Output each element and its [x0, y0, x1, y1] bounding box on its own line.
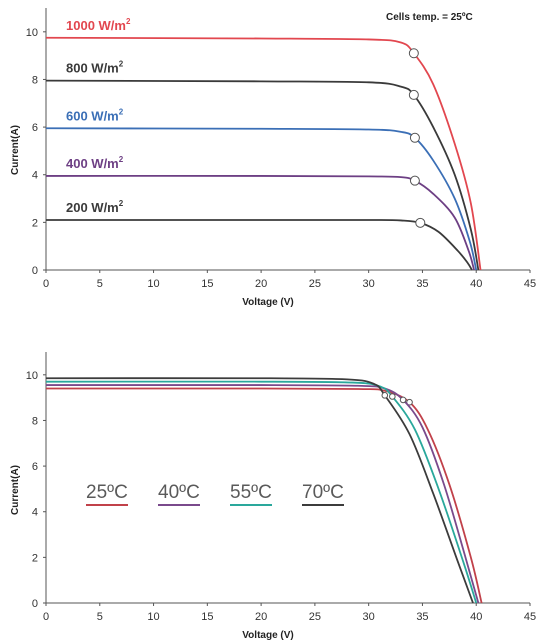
x-tick-label: 25: [309, 611, 321, 623]
series-line: [45, 387, 483, 604]
y-axis-title: Current(A): [10, 465, 21, 515]
y-tick-label: 0: [32, 598, 38, 610]
mpp-marker: [408, 48, 419, 59]
series-line: [45, 174, 475, 271]
irradiance-chart: Cells temp. = 25ºC Current(A) Voltage (V…: [10, 8, 536, 308]
cells-temp-annotation: Cells temp. = 25ºC: [386, 12, 473, 23]
series-line: [45, 79, 480, 271]
mpp-marker: [409, 175, 420, 186]
x-tick-label: 40: [470, 611, 482, 623]
mpp-marker: [381, 392, 389, 399]
x-tick-label: 45: [524, 278, 536, 290]
series-line: [45, 380, 478, 604]
series-label: 1000 W/m2: [66, 17, 131, 33]
x-tick-label: 20: [255, 278, 267, 290]
x-tick-label: 25: [309, 278, 321, 290]
temperature-chart: Current(A) Voltage (V) 0 5 10 15 20 25 30 35 40 4…: [10, 352, 536, 641]
series-label: 200 W/m2: [66, 199, 124, 215]
y-tick-label: 2: [32, 217, 38, 229]
y-tick-label: 6: [32, 461, 38, 473]
y-tick-label: 10: [26, 370, 38, 382]
mpp-marker: [409, 132, 420, 143]
series-line: [45, 36, 482, 271]
x-tick-label: 10: [147, 611, 159, 623]
y-tick-label: 10: [26, 27, 38, 39]
mpp-marker: [406, 398, 413, 406]
mpp-marker: [399, 396, 407, 404]
x-axis-title: Voltage (V): [242, 297, 293, 308]
y-tick-label: 4: [32, 507, 38, 519]
x-tick-label: 5: [97, 611, 103, 623]
x-tick-label: 0: [43, 278, 49, 290]
y-tick-label: 4: [32, 170, 38, 182]
x-tick-label: 30: [363, 611, 375, 623]
legend-label: 40ºC: [158, 482, 200, 503]
y-tick-label: 0: [32, 265, 38, 277]
x-tick-label: 0: [43, 611, 49, 623]
y-tick-label: 6: [32, 122, 38, 134]
x-axis-title: Voltage (V): [242, 630, 293, 641]
x-tick-label: 15: [201, 611, 213, 623]
series-line: [45, 219, 473, 271]
mpp-marker: [408, 89, 419, 100]
legend-label: 70ºC: [302, 482, 344, 503]
x-tick-label: 20: [255, 611, 267, 623]
y-tick-label: 2: [32, 552, 38, 564]
x-tick-label: 10: [147, 278, 159, 290]
series-line: [45, 377, 474, 604]
legend-label: 55ºC: [230, 482, 272, 503]
series-label: 600 W/m2: [66, 107, 124, 123]
y-tick-label: 8: [32, 74, 38, 86]
mpp-marker: [389, 393, 396, 400]
x-tick-label: 40: [470, 278, 482, 290]
series-label: 400 W/m2: [66, 155, 124, 171]
y-axis-title: Current(A): [10, 125, 21, 175]
y-tick-label: 8: [32, 415, 38, 427]
x-tick-label: 45: [524, 611, 536, 623]
x-tick-label: 15: [201, 278, 213, 290]
x-tick-label: 30: [363, 278, 375, 290]
x-tick-label: 35: [416, 278, 428, 290]
series-line: [45, 127, 478, 271]
series-label: 800 W/m2: [66, 60, 124, 76]
mpp-marker: [415, 217, 426, 228]
x-tick-label: 5: [97, 278, 103, 290]
legend-label: 25ºC: [86, 482, 128, 503]
series-line: [45, 384, 480, 604]
x-tick-label: 35: [416, 611, 428, 623]
